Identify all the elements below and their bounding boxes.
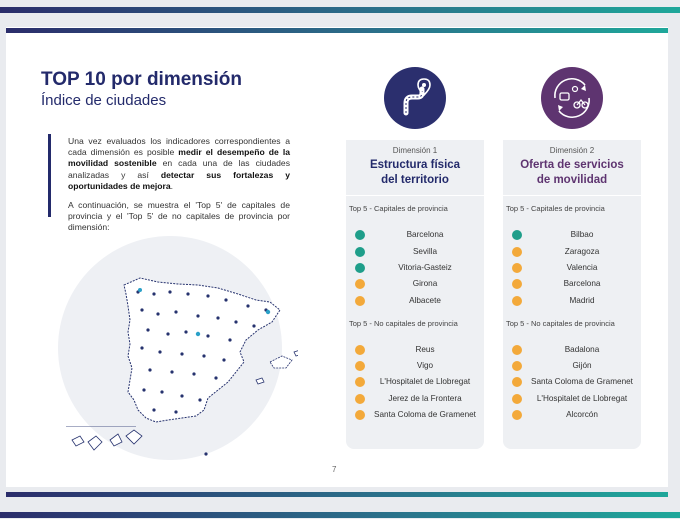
page-number: 7 — [332, 465, 337, 474]
dimension-1-title: Estructura física del territorio — [369, 159, 461, 186]
list-item: L'Hospitalet de Llobregat — [352, 376, 484, 389]
dimension-2-title: Oferta de servicios de movilidad — [520, 159, 624, 186]
list-item: Santa Coloma de Gramenet — [509, 376, 641, 389]
road-pin-icon — [384, 67, 446, 129]
accent-line — [48, 134, 51, 217]
list-item: Alcorcón — [509, 409, 641, 422]
dimension-1-noncapitals-label: Top 5 - No capitales de provincia — [349, 319, 458, 328]
list-item: Barcelona — [352, 229, 484, 242]
document-page: TOP 10 por dimensión Índice de ciudades … — [6, 27, 668, 497]
dimension-2-noncapitals-label: Top 5 - No capitales de provincia — [506, 319, 615, 328]
list-item: Vitoria-Gasteiz — [352, 262, 484, 275]
list-item: Albacete — [352, 295, 484, 308]
page-top-bar — [6, 28, 668, 33]
dimension-1-label: Dimensión 1 — [392, 146, 438, 155]
bottom-edge-strip — [0, 512, 680, 518]
top-edge-strip — [0, 7, 680, 13]
list-item: L'Hospitalet de Llobregat — [509, 393, 641, 406]
intro-paragraph: Una vez evaluados los indicadores corres… — [68, 136, 291, 191]
list-item: Reus — [352, 344, 484, 357]
page-title: TOP 10 por dimensión — [41, 69, 242, 90]
list-item: Gijón — [509, 360, 641, 373]
dimension-card-2: Dimensión 2 Oferta de servicios de movil… — [503, 100, 641, 449]
list-item: Sevilla — [352, 246, 484, 259]
list-item: Barcelona — [509, 278, 641, 291]
dimension-2-capitals-label: Top 5 - Capitales de provincia — [506, 204, 605, 213]
mobility-services-icon — [541, 67, 603, 129]
list-item: Madrid — [509, 295, 641, 308]
page-subtitle: Índice de ciudades — [41, 92, 167, 109]
list-item: Badalona — [509, 344, 641, 357]
list-item: Girona — [352, 278, 484, 291]
list-item: Jerez de la Frontera — [352, 393, 484, 406]
list-item: Valencia — [509, 262, 641, 275]
dimension-2-label: Dimensión 2 — [549, 146, 595, 155]
dimension-1-divider — [346, 195, 484, 196]
list-item: Bilbao — [509, 229, 641, 242]
dimension-2-divider — [503, 195, 641, 196]
dimension-1-capitals-label: Top 5 - Capitales de provincia — [349, 204, 448, 213]
intro-paragraph-2: A continuación, se muestra el 'Top 5' de… — [68, 200, 290, 233]
list-item: Vigo — [352, 360, 484, 373]
spain-map — [58, 230, 303, 460]
page-bottom-bar — [6, 492, 668, 497]
list-item: Zaragoza — [509, 246, 641, 259]
dimension-card-1: Dimensión 1 Estructura física del territ… — [346, 100, 484, 449]
list-item: Santa Coloma de Gramenet — [352, 409, 484, 422]
